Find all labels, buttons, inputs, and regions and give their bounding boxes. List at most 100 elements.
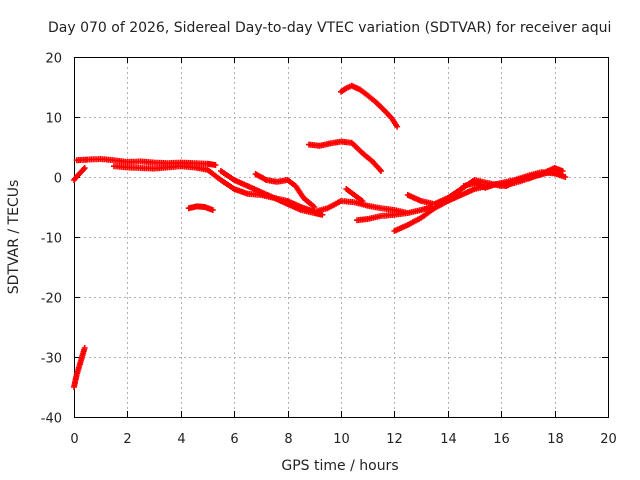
x-tick-label: 0 xyxy=(70,432,78,447)
data-point xyxy=(380,207,382,209)
data-point xyxy=(460,188,462,190)
x-tick-label: 2 xyxy=(123,432,131,447)
y-tick-label: 20 xyxy=(45,52,62,67)
data-point xyxy=(474,188,475,190)
data-point xyxy=(361,152,363,154)
data-point xyxy=(367,218,369,220)
data-point xyxy=(516,179,518,181)
data-point xyxy=(361,200,363,202)
y-tick-label: -20 xyxy=(41,292,62,307)
data-point xyxy=(247,193,249,195)
y-tick-label: -40 xyxy=(41,412,62,427)
data-point xyxy=(345,87,347,89)
data-point xyxy=(113,159,115,161)
data-point xyxy=(295,185,297,187)
data-point xyxy=(265,179,267,181)
data-point xyxy=(220,179,222,181)
data-point xyxy=(380,170,382,172)
series-arc-5 xyxy=(217,168,326,218)
data-point xyxy=(215,164,216,166)
data-point xyxy=(538,174,540,176)
data-point xyxy=(180,165,182,167)
data-point xyxy=(487,182,489,184)
data-point xyxy=(77,174,79,176)
data-point xyxy=(308,144,310,146)
data-point xyxy=(212,209,214,211)
data-point xyxy=(126,166,128,168)
data-point xyxy=(81,356,83,358)
data-point xyxy=(372,161,374,163)
data-point xyxy=(367,205,369,207)
data-point xyxy=(484,187,486,189)
data-point xyxy=(548,171,550,173)
data-point xyxy=(166,162,168,164)
data-point xyxy=(193,162,195,164)
data-point xyxy=(434,207,435,209)
data-point xyxy=(303,197,305,199)
data-point xyxy=(420,209,422,211)
y-tick-label: -30 xyxy=(41,352,62,367)
data-points xyxy=(71,345,88,390)
data-point xyxy=(327,207,329,209)
data-point xyxy=(554,167,556,169)
x-axis-ticks: 0 2 4 6 8 10 12 14 16 18 20 xyxy=(70,57,617,447)
data-point xyxy=(76,159,78,161)
data-point xyxy=(407,212,409,214)
data-point xyxy=(345,188,347,190)
data-point xyxy=(353,201,355,203)
x-tick-label: 6 xyxy=(230,432,238,447)
data-point xyxy=(204,206,206,208)
series-arc-9 xyxy=(338,82,401,130)
data-point xyxy=(100,158,102,160)
data-point xyxy=(351,85,353,87)
chart-title: Day 070 of 2026, Sidereal Day-to-day VTE… xyxy=(48,20,611,36)
data-point xyxy=(340,91,342,93)
data-points xyxy=(185,203,216,213)
data-point xyxy=(321,214,323,216)
data-point xyxy=(287,203,289,205)
data-point xyxy=(287,179,289,181)
data-point xyxy=(73,179,75,181)
series-arc-7 xyxy=(252,171,318,210)
data-point xyxy=(207,169,208,171)
data-point xyxy=(474,182,475,184)
data-point xyxy=(356,219,358,221)
data-point xyxy=(495,183,497,185)
data-point xyxy=(233,188,235,190)
data-point xyxy=(276,181,278,183)
series-arc-2 xyxy=(71,165,88,183)
data-points xyxy=(306,138,384,174)
data-point xyxy=(351,142,353,144)
x-tick-label: 16 xyxy=(493,432,510,447)
data-point xyxy=(73,386,75,388)
data-point xyxy=(447,197,449,199)
data-point xyxy=(407,194,409,196)
data-point xyxy=(393,230,395,232)
data-point xyxy=(76,374,78,376)
series-arc-3 xyxy=(73,156,219,168)
data-point xyxy=(506,185,507,187)
x-axis-title: GPS time / hours xyxy=(281,458,398,474)
data-point xyxy=(153,162,155,164)
data-point xyxy=(140,160,142,162)
x-tick-label: 14 xyxy=(440,432,457,447)
x-tick-label: 18 xyxy=(547,432,564,447)
series-arc-10 xyxy=(343,186,366,204)
data-point xyxy=(78,365,80,367)
y-axis-ticks: -40 -30 -20 -10 0 10 20 xyxy=(41,52,608,427)
y-tick-label: 0 xyxy=(54,172,62,187)
data-point xyxy=(273,197,275,199)
data-point xyxy=(396,126,398,128)
data-point xyxy=(255,173,257,175)
data-point xyxy=(420,217,422,219)
x-tick-label: 12 xyxy=(386,432,403,447)
series-arc-6 xyxy=(185,203,216,213)
data-point xyxy=(431,206,433,208)
grid xyxy=(74,57,608,417)
data-point xyxy=(383,109,385,111)
data-point xyxy=(153,168,155,170)
data-point xyxy=(86,159,88,161)
data-point xyxy=(188,207,190,209)
x-tick-label: 4 xyxy=(177,432,185,447)
